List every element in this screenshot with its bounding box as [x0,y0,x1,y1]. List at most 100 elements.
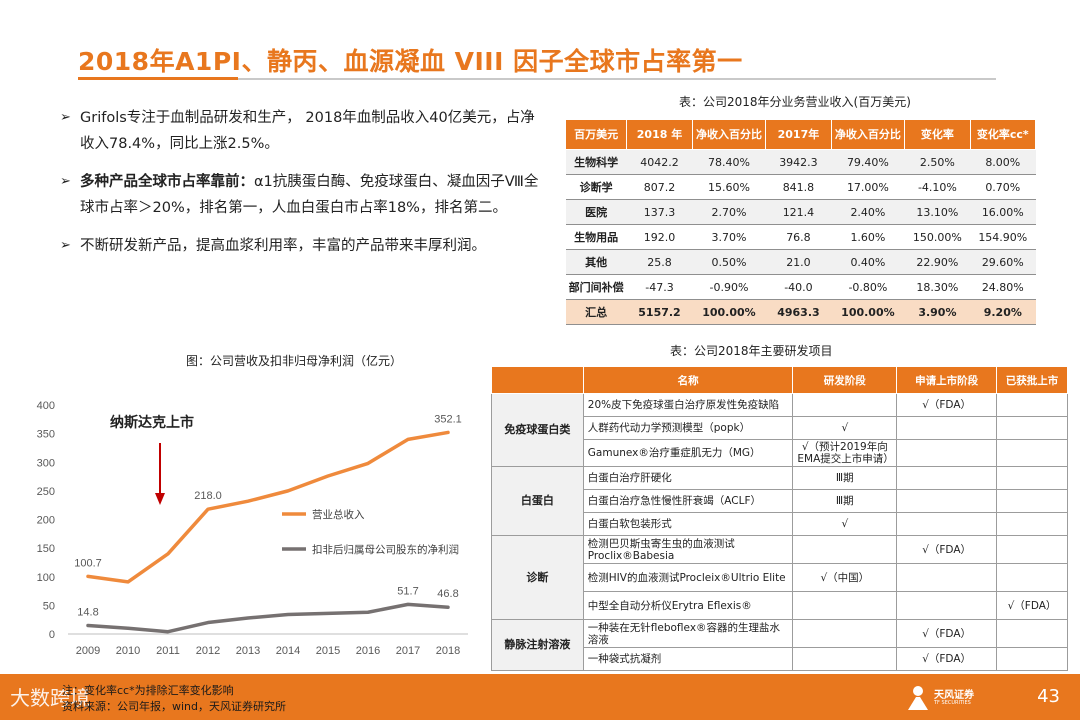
table-header-cell: 申请上市阶段 [896,366,998,394]
table-cell: 4963.3 [765,299,832,325]
table-row: 生物科学 4042.2 78.40% 3942.3 79.40% 2.50% 8.00% [565,149,1036,175]
table-cell [792,647,898,671]
x-tick-label: 2016 [356,645,380,657]
table-cell: 20%皮下免疫球蛋白治疗原发性免疫缺陷 [582,393,794,417]
table-row: 部门间补偿 -47.3 -0.90% -40.0 -0.80% 18.30% 24.80% [565,274,1036,300]
table-header-cell: 变化率 [904,119,971,150]
revenue-table: 百万美元 2018 年净收入百分比 2017年 净收入百分比 变化率 变化率cc* 生物科学… [564,119,1037,325]
x-tick-label: 2013 [236,645,260,657]
table-row: 一种袋式抗凝剂 √（FDA） [492,647,1068,671]
group-cell: 诊断 [491,535,584,620]
y-tick-label: 150 [37,543,55,555]
table-row: 中型全自动分析仪Erytra Eflexis® √（FDA） [492,591,1068,620]
table-cell: 检测HIV的血液测试Procleix®Ultrio Elite [582,563,794,592]
profit-line [86,602,450,634]
table-header-cell: 2017年 [765,119,832,150]
data-label: 46.8 [437,588,458,600]
table-cell: 150.00% [904,224,971,250]
row-header-cell: 汇总 [565,299,627,325]
group-cell: 免疫球蛋白类 [491,393,584,467]
table-cell: 76.8 [765,224,832,250]
table-cell: 25.8 [626,249,693,275]
table-cell [996,439,1068,467]
table-cell [996,489,1068,513]
table-row: Gamunex®治疗重症肌无力（MG） √（预计2019年向EMA提交上市申请） [492,439,1068,467]
annotation-arrow-icon [155,493,165,505]
data-label: 51.7 [397,585,418,597]
arrow-icon: ➢ [60,238,71,253]
table-cell: 8.00% [970,149,1036,175]
table-cell: 22.90% [904,249,971,275]
table-header-cell: 已获批上市 [996,366,1068,394]
table-cell: Ⅲ期 [792,489,898,513]
table-row: 静脉注射溶液 一种装在无针fleboflex®容器的生理盐水溶液 √（FDA） [491,619,1068,671]
row-header-cell: 诊断学 [565,174,627,200]
x-tick-label: 2011 [156,645,180,657]
table-cell: 17.00% [831,174,905,200]
table-cell: 16.00% [970,199,1036,225]
table-cell: √（FDA） [896,619,998,648]
table-header-cell [491,366,584,394]
table-cell: 4042.2 [626,149,693,175]
table-cell: -47.3 [626,274,693,300]
table-header-cell: 净收入百分比 [830,119,906,150]
table-cell [896,591,998,620]
chart-title: 图：公司营收及扣非归母净利润（亿元） [186,354,403,368]
table-cell [996,512,1068,536]
table-cell: 检测巴贝斯虫寄生虫的血液测试Proclix®Babesia [582,535,794,564]
arrow-icon: ➢ [60,174,71,189]
x-tick-label: 2017 [396,645,420,657]
legend-label: 扣非后归属母公司股东的净利润 [312,543,459,556]
row-header-cell: 部门间补偿 [565,274,627,300]
table-row: 医院 137.3 2.70% 121.4 2.40% 13.10% 16.00% [565,199,1036,225]
table-cell [996,647,1068,671]
arrow-icon: ➢ [60,110,71,125]
table-cell: √ [792,512,898,536]
table-cell: 13.10% [904,199,971,225]
table-row: 其他 25.8 0.50% 21.0 0.40% 22.90% 29.60% [565,249,1036,275]
table1-caption: 表：公司2018年分业务营业收入(百万美元) [679,95,911,109]
table-cell: 137.3 [626,199,693,225]
watermark: 大数跨境 [10,686,90,710]
table-cell: Ⅲ期 [792,466,898,490]
table-cell: 5157.2 [626,299,693,325]
table-header-cell: 名称 [582,366,794,394]
logo-icon [908,686,928,710]
table-cell [996,619,1068,648]
table-cell [792,591,898,620]
data-label: 14.8 [77,607,98,619]
table2-caption: 表：公司2018年主要研发项目 [670,344,833,358]
table-row: 诊断学 807.2 15.60% 841.8 17.00% -4.10% 0.70% [565,174,1036,200]
table-row: 白蛋白 白蛋白治疗肝硬化 Ⅲ期 [491,466,1068,536]
table-header-cell: 研发阶段 [792,366,898,394]
legend-label: 营业总收入 [312,508,365,521]
table-cell: √（FDA） [896,393,998,417]
y-tick-label: 300 [37,457,55,469]
x-tick-label: 2018 [436,645,460,657]
bullet-text: α1抗胰蛋白酶、免疫球蛋白、凝血因子Ⅷ全球市占率＞20%，排名第一，人血白蛋白市… [80,174,539,216]
table-cell: 24.80% [970,274,1036,300]
y-tick-label: 400 [37,400,55,412]
table-cell: 154.90% [970,224,1036,250]
table-cell: 3.90% [904,299,971,325]
y-tick-label: 250 [37,486,55,498]
table-cell: 3942.3 [765,149,832,175]
table-cell [896,466,998,490]
table-cell: √（预计2019年向EMA提交上市申请） [792,439,898,467]
table-cell [896,563,998,592]
x-tick-label: 2014 [276,645,300,657]
table-cell: 人群药代动力学预测模型（popk） [582,416,794,440]
x-tick-label: 2015 [316,645,340,657]
table-cell: 79.40% [831,149,905,175]
page-number: 43 [1037,686,1060,707]
table-cell: 2.40% [831,199,905,225]
footer-bar: 大数跨境 注：变化率cc*为排除汇率变化影响 资料来源：公司年报，wind，天风… [0,674,1080,720]
row-header-cell: 其他 [565,249,627,275]
table-cell: √ [792,416,898,440]
data-label: 352.1 [434,413,462,425]
table-cell: 0.40% [831,249,905,275]
table-cell: 2.50% [904,149,971,175]
table-cell [996,535,1068,564]
table-cell: √（FDA） [996,591,1068,620]
table-cell [792,393,898,417]
